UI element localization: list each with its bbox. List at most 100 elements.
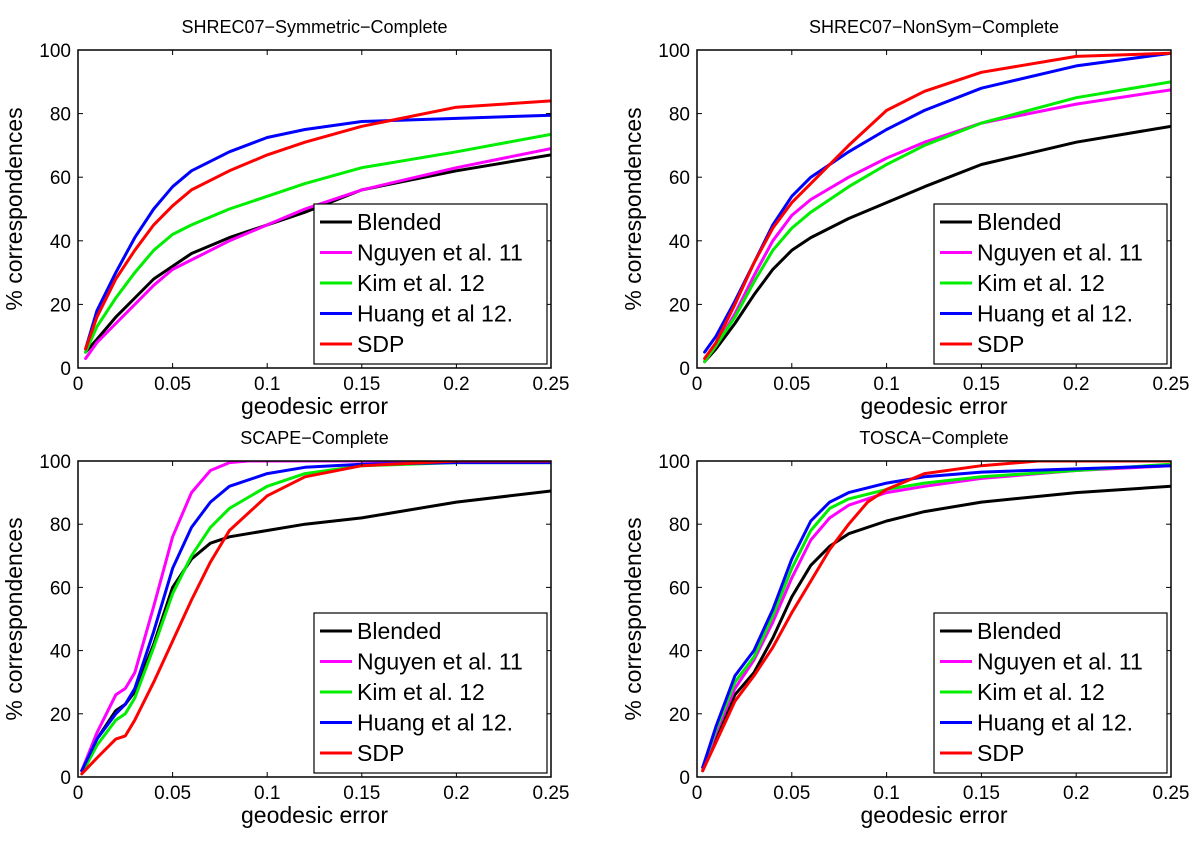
series-group	[80, 461, 551, 776]
x-tick-label: 0.05	[154, 783, 191, 804]
series-line-huang-et-al-12	[701, 464, 1171, 769]
series-line-sdp	[84, 99, 551, 351]
legend-entry-label: Blended	[357, 209, 441, 235]
chart-panel-3: SCAPE−Complete 0 0.05 0.1 0.15 0.2 0.25 0 20 40 60…	[1, 428, 569, 828]
legend-entry-label: Nguyen et al. 11	[357, 240, 523, 266]
y-tick-label: 20	[50, 295, 71, 316]
series-line-sdp	[703, 51, 1171, 360]
chart-title: SHREC07−NonSym−Complete	[809, 17, 1059, 37]
chart-panel-1: SHREC07−Symmetric−Complete 0 0.05 0.1 0.15 0.…	[1, 17, 569, 419]
series-line-nguyen-et-al-11	[80, 461, 551, 773]
legend-entry-label: Huang et al 12.	[977, 710, 1133, 736]
plot-frame	[77, 460, 552, 778]
y-tick-label: 100	[658, 41, 690, 62]
x-tick-label: 0.15	[343, 374, 380, 395]
x-axis-label: geodesic error	[241, 802, 388, 828]
y-tick-label: 100	[39, 452, 71, 473]
x-tick-label: 0.2	[443, 374, 469, 395]
y-tick-label: 100	[39, 41, 71, 62]
chart-title: SHREC07−Symmetric−Complete	[181, 17, 447, 37]
y-tick-label: 40	[50, 232, 71, 253]
series-line-huang-et-al-12	[84, 113, 551, 351]
series-group	[84, 99, 551, 360]
legend-entry-label: SDP	[357, 740, 404, 766]
legend-entry-label: Blended	[977, 209, 1061, 235]
legend-entry-label: Huang et al 12.	[357, 710, 513, 736]
series-line-kim-et-al-12	[84, 132, 551, 354]
y-tick-label: 40	[669, 232, 690, 253]
y-tick-label: 100	[658, 452, 690, 473]
legend-entry-label: SDP	[977, 740, 1024, 766]
legend-entry-label: Huang et al 12.	[357, 301, 513, 327]
series-line-sdp	[701, 461, 1171, 773]
y-axis-label: % correspondences	[1, 107, 27, 310]
legend-entry-label: Nguyen et al. 11	[357, 649, 523, 675]
x-tick-label: 0.1	[254, 374, 280, 395]
y-tick-label: 20	[50, 705, 71, 726]
x-tick-label: 0.1	[873, 374, 899, 395]
legend-entry-label: Huang et al 12.	[977, 301, 1133, 327]
x-tick-label: 0.2	[443, 783, 469, 804]
legend-box	[933, 203, 1168, 365]
series-line-blended	[701, 484, 1171, 773]
series-line-blended	[703, 124, 1171, 364]
y-tick-label: 80	[669, 105, 690, 126]
legend-entry-label: Blended	[357, 618, 441, 644]
legend-entry-label: Nguyen et al. 11	[977, 649, 1143, 675]
y-tick-label: 80	[50, 515, 71, 536]
series-line-nguyen-et-al-11	[701, 464, 1171, 769]
legend-entry-label: Nguyen et al. 11	[977, 240, 1143, 266]
y-tick-label: 60	[50, 578, 71, 599]
legend-entry-label: Kim et al. 12	[357, 679, 485, 705]
y-tick-label: 60	[669, 168, 690, 189]
x-tick-label: 0	[73, 374, 84, 395]
y-tick-label: 0	[679, 359, 690, 380]
x-tick-label: 0.15	[963, 374, 1000, 395]
x-tick-label: 0.2	[1063, 783, 1089, 804]
legend-entry-label: SDP	[977, 331, 1024, 357]
legend-entry-label: Blended	[977, 618, 1061, 644]
x-tick-label: 0	[692, 374, 703, 395]
series-line-nguyen-et-al-11	[84, 147, 551, 360]
x-axis-label: geodesic error	[860, 393, 1007, 419]
y-tick-label: 0	[679, 768, 690, 789]
legend: Blended Nguyen et al. 11 Kim et al. 12 Huan…	[313, 612, 548, 774]
x-tick-label: 0.25	[533, 783, 570, 804]
y-tick-label: 40	[50, 642, 71, 663]
x-tick-label: 0.15	[963, 783, 1000, 804]
series-group	[701, 461, 1171, 773]
y-axis-label: % correspondences	[620, 517, 646, 720]
x-tick-label: 0.2	[1063, 374, 1089, 395]
x-tick-label: 0.1	[873, 783, 899, 804]
x-tick-label: 0	[692, 783, 703, 804]
x-tick-label: 0.25	[1153, 783, 1190, 804]
legend: Blended Nguyen et al. 11 Kim et al. 12 Huan…	[933, 203, 1168, 365]
legend-entry-label: SDP	[357, 331, 404, 357]
y-tick-label: 80	[669, 515, 690, 536]
y-axis-label: % correspondences	[620, 107, 646, 310]
x-axis-label: geodesic error	[860, 802, 1007, 828]
x-tick-label: 0.1	[254, 783, 280, 804]
y-tick-label: 0	[60, 768, 71, 789]
plot-frame	[77, 49, 552, 369]
y-tick-label: 20	[669, 295, 690, 316]
series-line-kim-et-al-12	[703, 80, 1171, 364]
chart-title: TOSCA−Complete	[859, 428, 1008, 448]
y-tick-label: 0	[60, 359, 71, 380]
series-line-kim-et-al-12	[701, 462, 1171, 769]
plot-frame	[696, 49, 1172, 369]
y-tick-label: 20	[669, 705, 690, 726]
legend-box	[933, 612, 1168, 774]
y-tick-label: 80	[50, 105, 71, 126]
x-tick-label: 0.05	[154, 374, 191, 395]
legend-entry-label: Kim et al. 12	[977, 270, 1105, 296]
chart-panel-4: TOSCA−Complete 0 0.05 0.1 0.15 0.2 0.25 0 20 40 60…	[620, 428, 1189, 828]
x-tick-label: 0.05	[773, 783, 810, 804]
series-line-huang-et-al-12	[80, 461, 551, 773]
y-tick-label: 40	[669, 642, 690, 663]
x-tick-label: 0	[73, 783, 84, 804]
legend-entry-label: Kim et al. 12	[977, 679, 1105, 705]
chart-title: SCAPE−Complete	[240, 428, 389, 448]
series-line-sdp	[80, 461, 551, 776]
